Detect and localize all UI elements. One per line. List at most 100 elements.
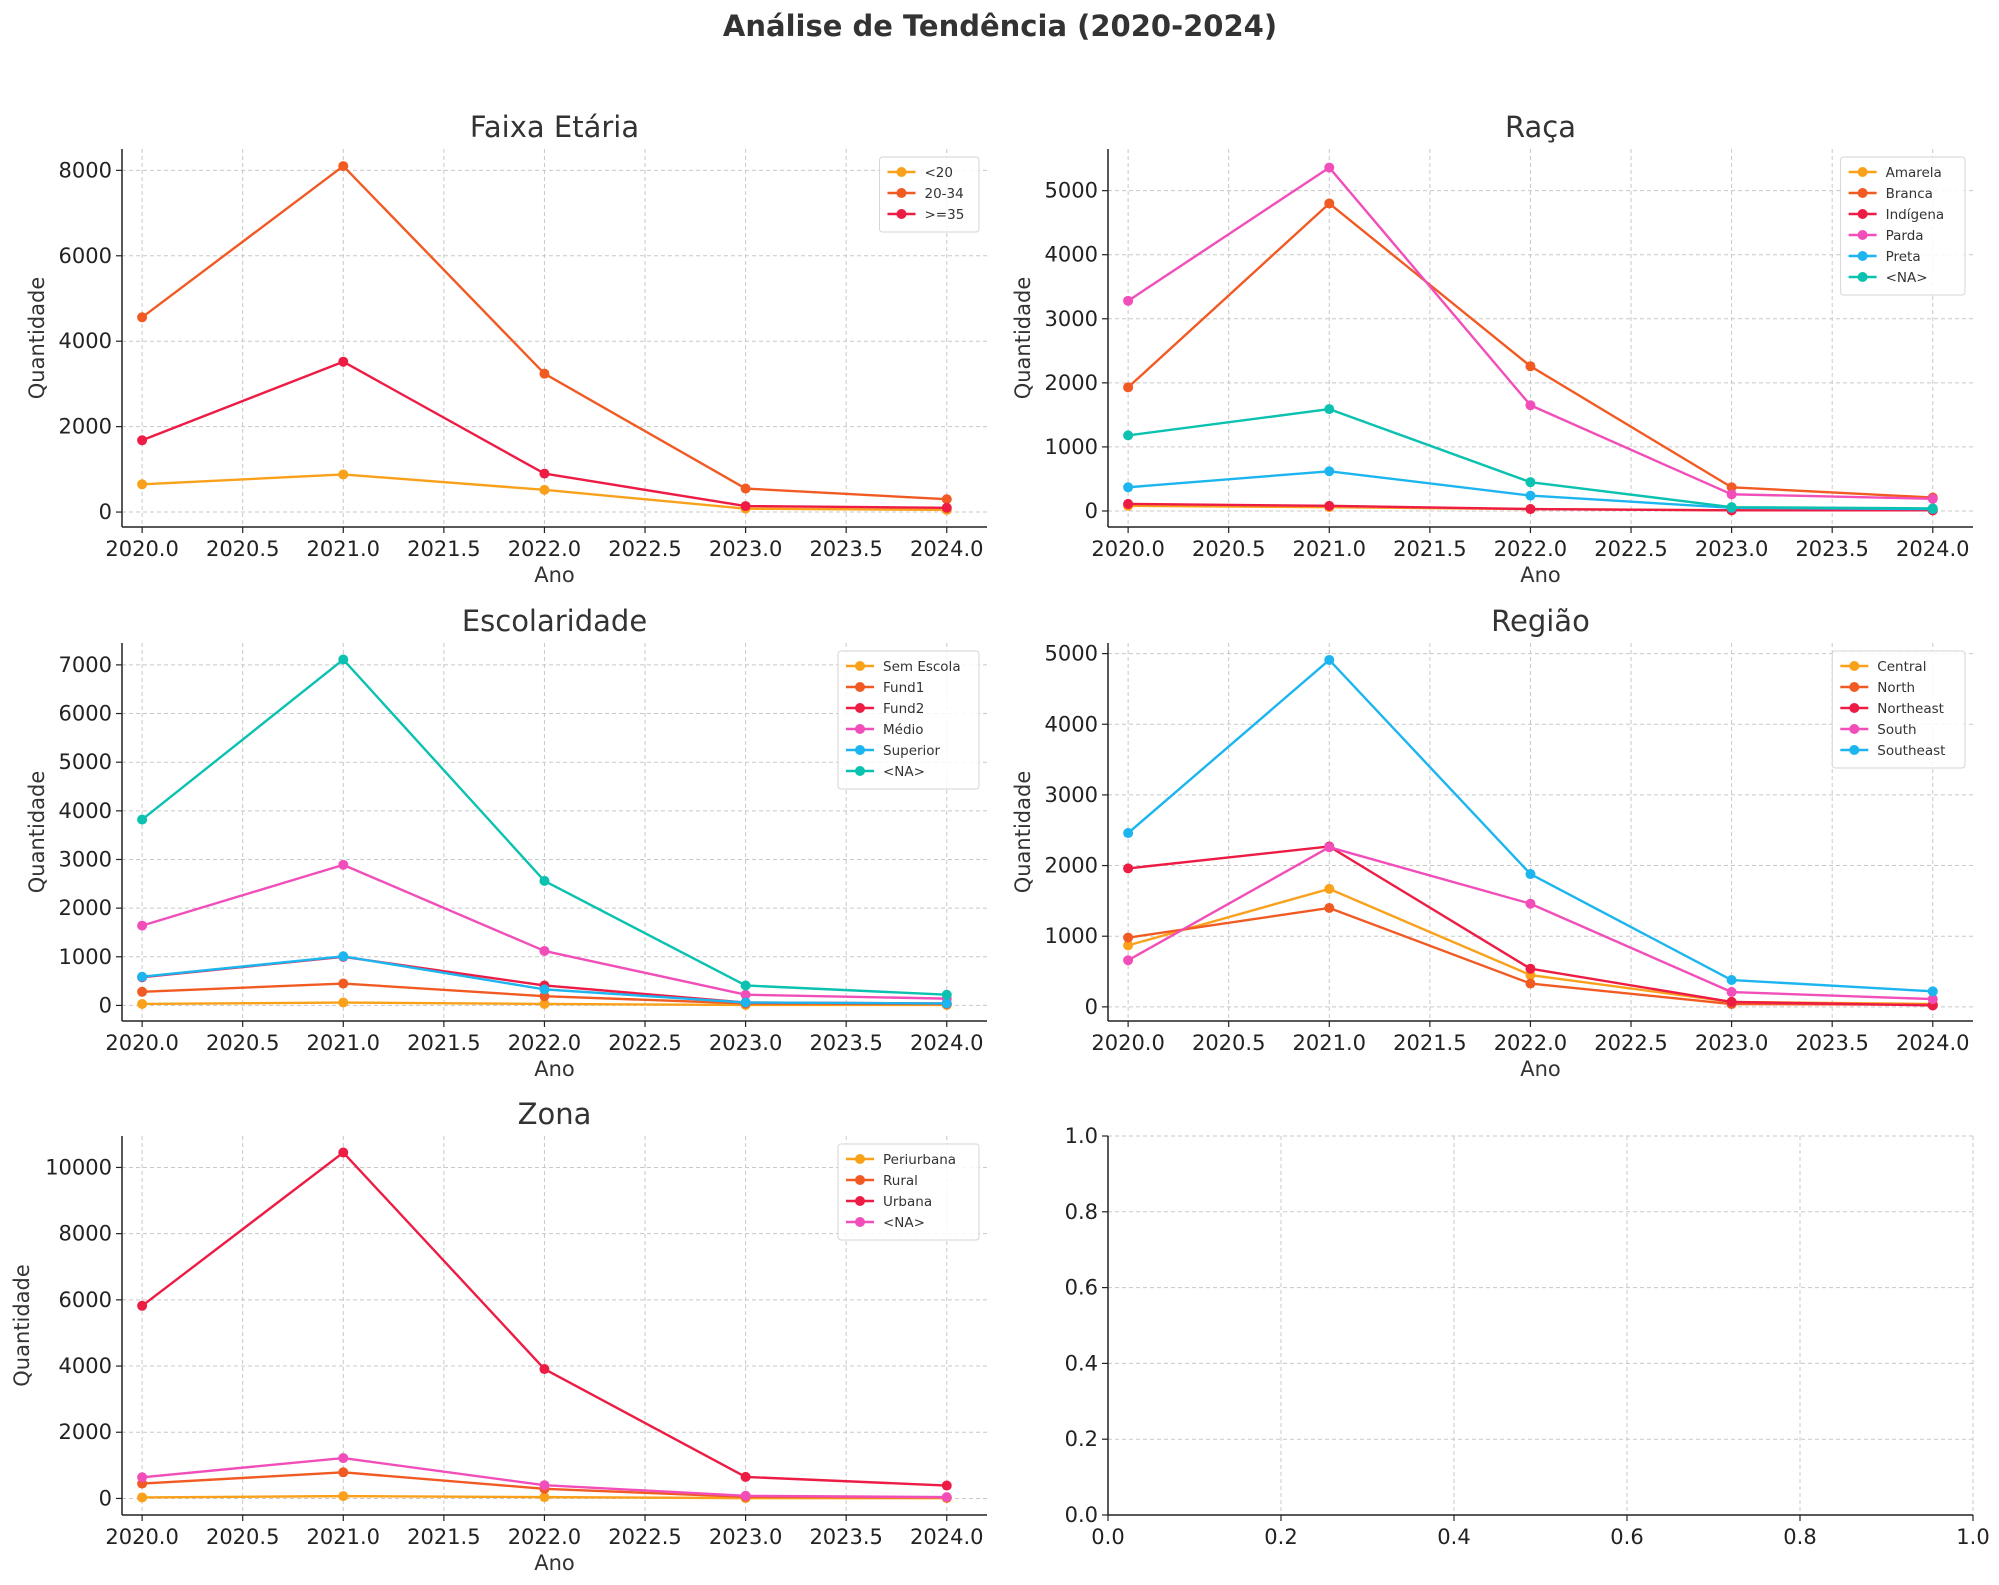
- x-tick-label: 2021.0: [307, 1525, 380, 1549]
- legend-marker: [855, 745, 865, 755]
- legend-label: Sem Escola: [883, 659, 961, 675]
- data-point: [1123, 955, 1134, 966]
- chart-title: Zona: [518, 1097, 592, 1131]
- y-tick-label: 6000: [59, 1288, 112, 1312]
- data-point: [1123, 932, 1134, 943]
- data-point: [941, 502, 952, 513]
- data-point: [137, 1300, 148, 1311]
- legend-label: Médio: [883, 722, 924, 738]
- x-tick-label: 2021.0: [307, 1031, 380, 1055]
- x-tick-label: 0.2: [1264, 1525, 1297, 1549]
- y-tick-label: 1000: [1045, 924, 1098, 948]
- y-tick-label: 1000: [1045, 435, 1098, 459]
- legend-label: <20: [925, 165, 954, 181]
- x-tick-label: 0.4: [1437, 1525, 1470, 1549]
- x-axis-label: Ano: [534, 1057, 575, 1081]
- y-tick-label: 4000: [1045, 712, 1098, 736]
- legend-marker: [855, 1196, 865, 1206]
- y-tick-label: 0.0: [1065, 1503, 1098, 1527]
- legend-marker: [1849, 745, 1860, 755]
- legend-label: Amarela: [1886, 165, 1942, 181]
- legend-label: North: [1877, 680, 1915, 696]
- x-axis-label: Ano: [534, 563, 575, 587]
- data-point: [338, 997, 349, 1008]
- y-tick-label: 0.4: [1065, 1351, 1098, 1375]
- y-tick-label: 1.0: [1065, 1124, 1098, 1148]
- data-point: [1324, 654, 1335, 665]
- data-point: [137, 971, 148, 982]
- x-tick-label: 2022.5: [608, 1031, 681, 1055]
- x-tick-label: 2021.5: [407, 537, 480, 561]
- chart-title: Escolaridade: [462, 604, 647, 638]
- data-point: [740, 989, 751, 1000]
- y-tick-label: 4000: [59, 1354, 112, 1378]
- data-point: [1726, 489, 1737, 500]
- legend-label: Urbana: [883, 1194, 932, 1210]
- data-point: [338, 978, 349, 989]
- x-tick-label: 2021.5: [1393, 537, 1466, 561]
- legend-label: Parda: [1886, 228, 1924, 244]
- legend-label: Superior: [883, 743, 941, 759]
- data-point: [539, 875, 550, 886]
- x-tick-label: 0.6: [1610, 1525, 1643, 1549]
- data-point: [1927, 503, 1938, 514]
- data-point: [1123, 295, 1134, 306]
- legend-marker: [1849, 724, 1860, 734]
- legend-marker: [1849, 682, 1860, 692]
- data-point: [137, 814, 148, 825]
- data-point: [137, 998, 148, 1009]
- y-tick-label: 2000: [59, 415, 112, 439]
- x-tick-label: 0.8: [1783, 1525, 1816, 1549]
- y-tick-label: 4000: [59, 329, 112, 353]
- x-tick-label: 1.0: [1956, 1525, 1989, 1549]
- y-tick-label: 0: [1085, 995, 1098, 1019]
- x-tick-label: 2023.0: [709, 1031, 782, 1055]
- data-point: [1123, 863, 1134, 874]
- x-tick-label: 2024.0: [1896, 1031, 1969, 1055]
- data-point: [1726, 482, 1737, 493]
- data-point: [539, 1480, 550, 1491]
- data-point: [1324, 883, 1335, 894]
- x-tick-label: 2022.0: [1494, 537, 1567, 561]
- y-tick-label: 1000: [59, 945, 112, 969]
- data-point: [1525, 504, 1536, 515]
- y-tick-label: 2000: [1045, 371, 1098, 395]
- y-tick-label: 3000: [1045, 783, 1098, 807]
- legend-label: Northeast: [1877, 701, 1944, 717]
- data-point: [137, 312, 148, 323]
- data-point: [1927, 994, 1938, 1005]
- data-point: [1123, 940, 1134, 951]
- x-tick-label: 2020.5: [206, 537, 279, 561]
- data-point: [1123, 382, 1134, 393]
- x-axis-label: Ano: [1520, 1057, 1561, 1081]
- legend-marker: [1849, 703, 1860, 713]
- data-point: [338, 859, 349, 870]
- data-point: [740, 501, 751, 512]
- legend-marker: [855, 766, 865, 776]
- data-point: [1525, 963, 1536, 974]
- x-tick-label: 2020.0: [105, 1031, 178, 1055]
- data-point: [1726, 975, 1737, 986]
- data-point: [941, 989, 952, 1000]
- legend-label: <NA>: [1886, 270, 1928, 286]
- data-point: [137, 435, 148, 446]
- y-tick-label: 3000: [1045, 307, 1098, 331]
- y-tick-label: 4000: [59, 799, 112, 823]
- x-tick-label: 2022.5: [608, 537, 681, 561]
- x-tick-label: 2023.5: [809, 537, 882, 561]
- data-point: [338, 1491, 349, 1502]
- y-tick-label: 7000: [59, 653, 112, 677]
- x-tick-label: 2021.5: [407, 1031, 480, 1055]
- y-axis-label: Quantidade: [25, 771, 49, 894]
- data-point: [1324, 198, 1335, 209]
- chart-title: Faixa Etária: [470, 110, 639, 144]
- data-point: [338, 161, 349, 172]
- y-axis-label: Quantidade: [25, 277, 49, 400]
- legend-marker: [855, 703, 865, 713]
- x-tick-label: 2023.0: [1695, 1031, 1768, 1055]
- x-axis-label: Ano: [534, 1551, 575, 1575]
- y-tick-label: 8000: [59, 1222, 112, 1246]
- legend-box: [837, 1143, 980, 1241]
